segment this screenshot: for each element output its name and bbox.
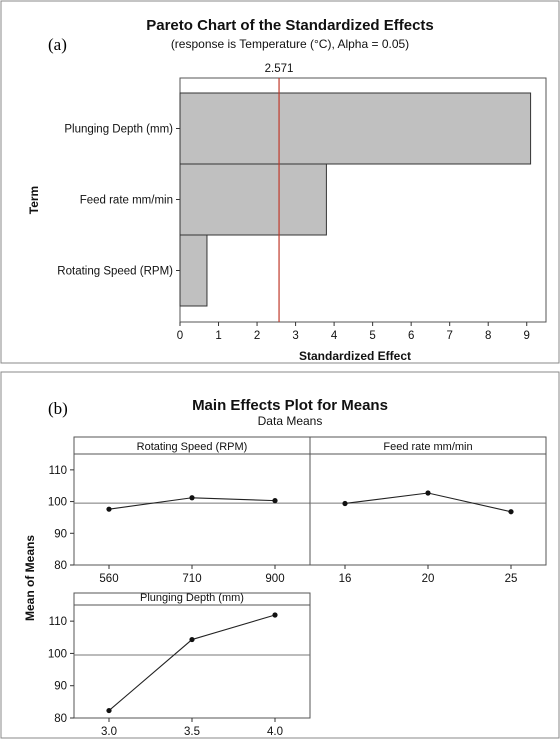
pareto-title: Pareto Chart of the Standardized Effects xyxy=(146,17,434,34)
main-effects-point xyxy=(272,612,278,618)
pareto-x-tick-label: 4 xyxy=(331,330,338,342)
pareto-chart: Pareto Chart of the Standardized Effects… xyxy=(0,0,560,364)
main-effects-y-tick-label: 80 xyxy=(54,560,67,572)
main-effects-point xyxy=(425,490,431,496)
main-effects-point xyxy=(106,506,112,512)
main-effects-point xyxy=(342,500,348,507)
pareto-subtitle: (response is Temperature (°C), Alpha = 0… xyxy=(171,37,409,51)
pareto-x-tick-label: 6 xyxy=(408,330,414,342)
main-effects-x-tick-label: 4.0 xyxy=(267,726,283,738)
main-effects-chart: Main Effects Plot for Means Data Means (… xyxy=(0,371,560,739)
main-effects-point xyxy=(189,495,195,501)
main-effects-y-tick-label: 110 xyxy=(49,465,67,477)
main-effects-y-tick-label: 110 xyxy=(49,616,67,628)
main-effects-x-tick-label: 3.5 xyxy=(184,726,200,738)
pareto-y-axis-label: Term xyxy=(27,186,41,214)
main-effects-y-axis-label: Mean of Means xyxy=(23,535,37,621)
main-effects-y-tick-label: 80 xyxy=(54,713,67,725)
pareto-category-label: Feed rate mm/min xyxy=(80,195,173,207)
pareto-x-tick-label: 1 xyxy=(215,330,221,342)
main-effects-x-tick-label: 900 xyxy=(265,573,284,585)
main-effects-y-tick-label: 100 xyxy=(48,648,67,660)
main-effects-x-tick-label: 16 xyxy=(339,573,352,585)
main-effects-point xyxy=(272,498,278,504)
main-effects-panel: Feed rate mm/min 16 20 25 xyxy=(309,436,547,585)
pareto-x-tick-label: 7 xyxy=(446,330,452,342)
pareto-bar xyxy=(179,234,208,307)
main-effects-panel-label: Plunging Depth (mm) xyxy=(140,592,244,604)
pareto-category-label: Plunging Depth (mm) xyxy=(64,124,173,136)
main-effects-point xyxy=(106,707,112,714)
main-effects-x-tick-label: 710 xyxy=(182,573,201,585)
main-effects-y-tick-label: 90 xyxy=(54,528,67,540)
main-effects-x-tick-label: 560 xyxy=(99,573,118,585)
main-effects-point xyxy=(508,509,514,515)
pareto-bar xyxy=(179,163,327,236)
main-effects-panel-label: Rotating Speed (RPM) xyxy=(137,441,248,453)
pareto-reference-label: 2.571 xyxy=(265,63,294,75)
main-effects-subtitle: Data Means xyxy=(258,414,323,428)
main-effects-y-tick-label: 100 xyxy=(48,497,67,509)
main-effects-y-tick-label: 90 xyxy=(54,681,67,693)
pareto-x-tick-label: 3 xyxy=(292,330,298,342)
main-effects-panel: Plunging Depth (mm) 3.0 3.5 4.0 80 90 100 110 xyxy=(48,592,311,738)
main-effects-point xyxy=(189,636,195,643)
main-effects-x-tick-label: 3.0 xyxy=(101,726,117,738)
pareto-x-tick-label: 8 xyxy=(485,330,491,342)
pareto-x-tick-label: 5 xyxy=(369,330,375,342)
main-effects-x-tick-label: 25 xyxy=(505,573,518,585)
pareto-x-tick-label: 9 xyxy=(524,330,530,342)
main-effects-panel-frame xyxy=(309,436,547,566)
main-effects-panel-label: Feed rate mm/min xyxy=(383,441,472,453)
main-effects-x-tick-label: 20 xyxy=(422,573,435,585)
pareto-x-axis-label: Standardized Effect xyxy=(299,349,411,363)
pareto-category-label: Rotating Speed (RPM) xyxy=(57,266,173,278)
pareto-x-tick-label: 2 xyxy=(254,330,260,342)
main-effects-panel-label: (b) xyxy=(48,399,68,418)
main-effects-title: Main Effects Plot for Means xyxy=(192,397,388,414)
pareto-panel-label: (a) xyxy=(48,35,67,54)
pareto-x-tick-label: 0 xyxy=(177,330,183,342)
pareto-bar xyxy=(179,92,532,165)
main-effects-panel: Rotating Speed (RPM) 560 710 900 80 90 100 110 xyxy=(48,436,311,585)
